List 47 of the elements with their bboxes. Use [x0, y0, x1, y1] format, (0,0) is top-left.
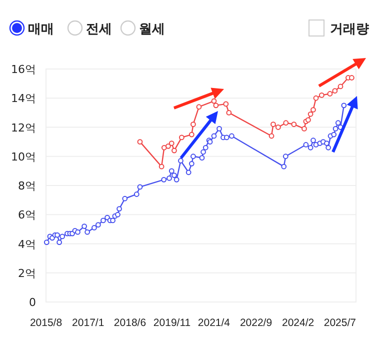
- point: [306, 117, 311, 123]
- x-tick-label: 2017/1: [72, 317, 104, 329]
- point: [166, 143, 171, 149]
- point: [313, 95, 319, 101]
- point: [318, 92, 324, 98]
- point: [213, 102, 219, 108]
- point: [283, 120, 289, 126]
- y-tick-label: 2억: [18, 266, 36, 280]
- point: [327, 91, 333, 96]
- y-tick-label: 12억: [11, 121, 36, 134]
- point: [211, 98, 217, 104]
- point: [168, 140, 174, 146]
- y-tick-label: 16억: [11, 63, 36, 76]
- x-tick-label: 2015/8: [30, 317, 62, 329]
- point: [178, 134, 184, 140]
- point: [196, 104, 202, 110]
- x-tick-label: 2025/7: [324, 317, 356, 329]
- point: [226, 110, 232, 116]
- y-tick-label: 10억: [11, 150, 36, 164]
- point: [137, 139, 143, 145]
- point: [268, 133, 274, 139]
- x-tick-label: 2022/9: [240, 317, 272, 329]
- point: [308, 111, 314, 117]
- point: [188, 132, 194, 138]
- point: [158, 164, 164, 170]
- y-tick-label: 14억: [11, 92, 36, 106]
- point: [338, 84, 344, 90]
- y-tick-label: 6억: [18, 208, 36, 222]
- point: [302, 126, 307, 132]
- point: [310, 107, 316, 112]
- x-tick-label: 2018/6: [114, 317, 146, 329]
- y-tick-label: 0: [29, 296, 36, 309]
- point: [161, 144, 167, 150]
- point: [223, 101, 229, 107]
- point: [332, 88, 338, 94]
- x-tick-label: 2019/11: [153, 317, 191, 329]
- point: [291, 122, 297, 128]
- controls: 매매 전세 월세 거래량: [9, 20, 369, 37]
- point: [190, 122, 196, 128]
- point: [270, 122, 276, 128]
- y-tick-label: 8억: [18, 180, 36, 192]
- y-tick-label: 4억: [18, 238, 36, 251]
- point: [349, 75, 354, 80]
- x-tick-label: 2021/4: [198, 317, 230, 329]
- point: [172, 148, 177, 154]
- x-tick-label: 2024/2: [282, 317, 314, 329]
- point: [275, 124, 281, 130]
